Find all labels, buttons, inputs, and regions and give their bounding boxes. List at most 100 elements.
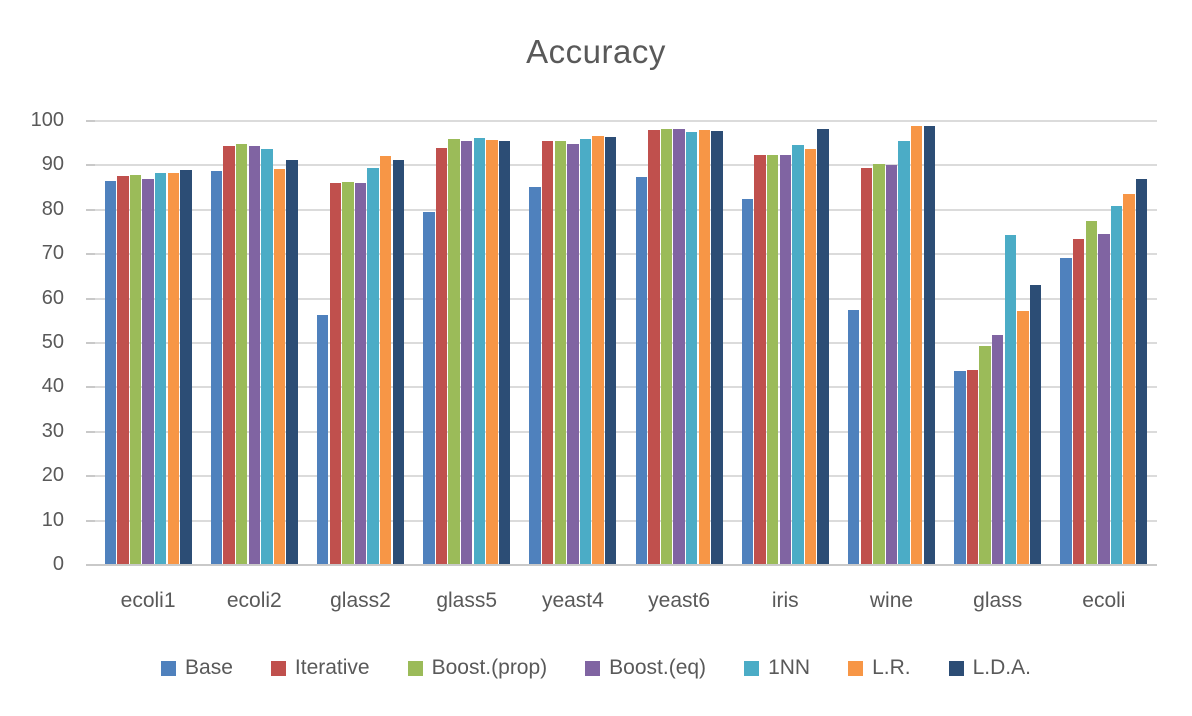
bar-glass2-Base <box>317 315 329 564</box>
bar-ecoli1-Boost.(prop) <box>129 174 142 564</box>
bar-ecoli1-Iterative <box>117 176 129 564</box>
bar-yeast6-L.D.A. <box>711 131 723 564</box>
bar-yeast4-Base <box>529 186 541 564</box>
bar-glass-Base <box>954 370 966 564</box>
plot-area <box>95 120 1157 566</box>
bar-yeast4-Boost.(eq) <box>567 144 579 564</box>
gridline <box>95 253 1157 256</box>
bar-ecoli2-1NN <box>261 148 273 564</box>
bar-glass2-Boost.(prop) <box>342 181 354 564</box>
bar-glass2-Boost.(eq) <box>354 183 367 564</box>
gridline <box>95 475 1157 478</box>
bar-iris-Boost.(prop) <box>767 155 779 564</box>
bar-wine-Boost.(prop) <box>873 163 885 564</box>
legend-item-Boost.(eq): Boost.(eq) <box>585 657 706 679</box>
bar-ecoli-Boost.(eq) <box>1098 233 1110 564</box>
y-tick-label: 0 <box>52 553 64 575</box>
bar-iris-Boost.(eq) <box>779 155 791 564</box>
bar-group-glass <box>945 120 1051 564</box>
bar-yeast6-Boost.(prop) <box>660 129 673 564</box>
y-tick-label: 40 <box>41 375 64 398</box>
bar-group-glass2 <box>307 120 413 564</box>
bar-ecoli1-Boost.(eq) <box>142 179 154 564</box>
bar-glass2-L.R. <box>379 155 392 564</box>
y-axis-tick <box>86 519 95 522</box>
legend-item-Iterative: Iterative <box>270 657 370 679</box>
bar-glass-Iterative <box>966 369 979 564</box>
y-tick-label: 100 <box>30 109 64 131</box>
gridline <box>95 430 1157 433</box>
bar-wine-Boost.(eq) <box>885 165 898 564</box>
bar-ecoli-L.D.A. <box>1135 179 1148 564</box>
y-axis-tick <box>86 164 95 167</box>
bar-ecoli-Iterative <box>1073 238 1085 564</box>
bar-glass-Boost.(eq) <box>991 334 1004 564</box>
bar-glass5-Boost.(eq) <box>460 141 473 564</box>
y-tick-label: 20 <box>41 464 64 487</box>
bar-glass5-Boost.(prop) <box>448 138 460 564</box>
legend-item-L.R.: L.R. <box>848 657 911 679</box>
bar-wine-L.R. <box>910 125 923 564</box>
bar-ecoli2-Boost.(prop) <box>236 143 248 564</box>
bar-group-yeast6 <box>626 120 732 564</box>
bar-wine-Base <box>848 309 860 564</box>
bar-iris-Iterative <box>754 154 766 564</box>
category-label-ecoli1: ecoli1 <box>120 589 176 612</box>
bar-glass5-Iterative <box>435 147 448 564</box>
gridline <box>95 519 1157 522</box>
bar-wine-Iterative <box>860 167 873 564</box>
legend-item-1NN: 1NN <box>744 657 810 679</box>
bar-group-yeast4 <box>520 120 626 564</box>
bar-yeast6-Base <box>635 177 648 564</box>
y-axis-tick <box>86 564 95 566</box>
bar-glass5-L.D.A. <box>498 140 511 564</box>
bar-ecoli1-Base <box>104 180 117 564</box>
bar-glass5-1NN <box>473 137 485 564</box>
bar-ecoli1-L.D.A. <box>180 170 192 564</box>
bar-group-ecoli <box>1051 120 1157 564</box>
bar-ecoli1-L.R. <box>167 173 179 564</box>
gridline <box>95 297 1157 300</box>
bar-glass-1NN <box>1004 234 1016 564</box>
category-label-glass: glass <box>973 589 1023 612</box>
bar-yeast4-L.D.A. <box>604 137 617 564</box>
y-axis-tick <box>86 297 95 300</box>
gridline <box>95 120 1157 122</box>
y-axis-tick <box>86 430 95 433</box>
y-axis-tick <box>86 386 95 389</box>
bar-iris-1NN <box>792 144 804 564</box>
bar-group-ecoli2 <box>201 120 307 564</box>
bar-glass5-L.R. <box>486 139 498 564</box>
category-label-yeast6: yeast6 <box>648 589 711 612</box>
legend-label: L.R. <box>872 656 911 679</box>
bar-ecoli-Base <box>1060 257 1072 564</box>
category-label-yeast4: yeast4 <box>541 589 604 612</box>
bar-group-ecoli1 <box>95 120 201 564</box>
legend-item-Boost.(prop): Boost.(prop) <box>407 657 547 679</box>
bar-yeast6-1NN <box>685 131 698 564</box>
legend: Base Iterative Boost.(prop) Boost.(eq) 1NN L.… <box>0 648 1192 688</box>
y-tick-label: 30 <box>41 419 64 442</box>
category-label-glass2: glass2 <box>330 589 391 612</box>
legend-swatch-icon <box>744 660 760 676</box>
category-label-wine: wine <box>869 589 914 612</box>
bar-ecoli2-L.D.A. <box>286 159 298 564</box>
category-label-ecoli2: ecoli2 <box>226 589 282 612</box>
y-tick-label: 90 <box>41 153 64 176</box>
bar-iris-L.R. <box>804 149 817 564</box>
y-tick-label: 50 <box>41 331 64 353</box>
bar-ecoli-1NN <box>1110 206 1123 564</box>
legend-item-L.D.A.: L.D.A. <box>948 657 1031 679</box>
y-axis-tick <box>86 208 95 211</box>
category-label-iris: iris <box>771 589 799 612</box>
bar-group-iris <box>732 120 838 564</box>
y-tick-label: 80 <box>41 197 64 220</box>
bar-wine-L.D.A. <box>923 125 935 564</box>
y-tick-label: 70 <box>41 242 64 265</box>
y-axis-tick <box>86 253 95 256</box>
legend-label: Boost.(eq) <box>609 656 707 679</box>
bar-yeast6-Iterative <box>648 129 660 564</box>
bar-ecoli-L.R. <box>1123 194 1135 564</box>
bar-group-wine <box>838 120 944 564</box>
